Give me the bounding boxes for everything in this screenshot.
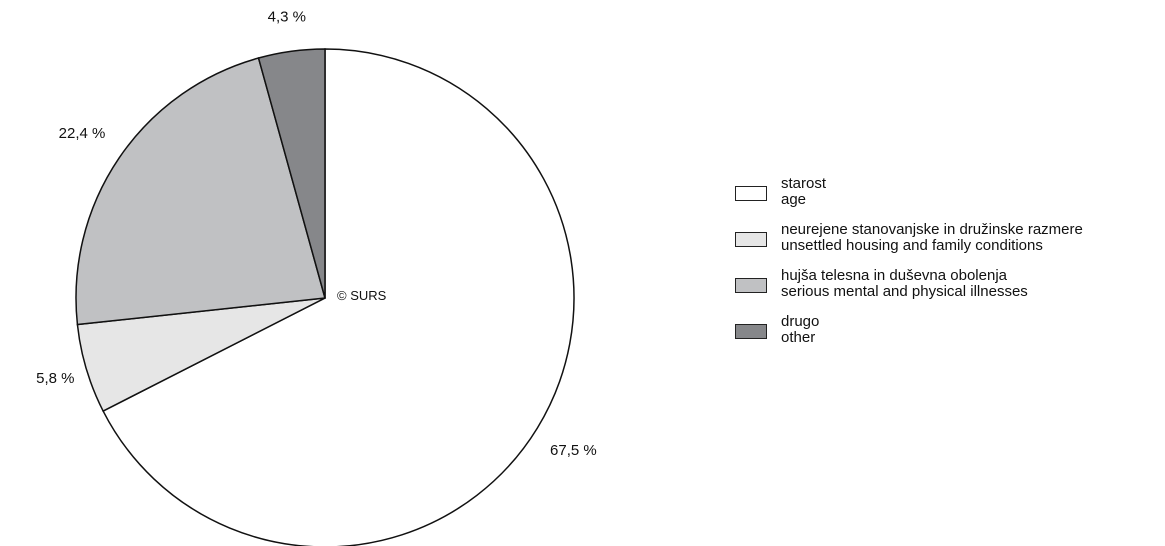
legend-item-illnesses: hujša telesna in duševna obolenja seriou…	[735, 268, 1155, 300]
legend-label-sl: drugo	[781, 313, 820, 330]
pie-slice-other	[257, 48, 326, 299]
legend-label-sl: starost	[781, 175, 827, 192]
chart-legend: starost age neurejene stanovanjske in dr…	[735, 176, 1155, 360]
legend-label-en: unsettled housing and family conditions	[781, 237, 1043, 254]
legend-item-other: drugo other	[735, 314, 1155, 346]
legend-swatch-age	[735, 186, 767, 201]
pie-slices	[75, 48, 575, 546]
slice-value-label-illnesses: 22,4 %	[59, 125, 106, 142]
legend-label-en: other	[781, 329, 816, 346]
legend-swatch-housing	[735, 232, 767, 247]
pie-chart: 67,5 % 5,8 % 22,4 % 4,3 % © SURS	[36, 9, 597, 546]
legend-item-housing: neurejene stanovanjske in družinske razm…	[735, 222, 1155, 254]
legend-item-age: starost age	[735, 176, 1155, 208]
slice-value-label-other: 4,3 %	[268, 9, 306, 26]
legend-label-en: age	[781, 191, 807, 208]
slice-value-label-age: 67,5 %	[550, 442, 597, 459]
pie-value-labels: 67,5 % 5,8 % 22,4 % 4,3 %	[36, 9, 597, 460]
pie-slice-age	[102, 48, 575, 546]
legend-label-sl: neurejene stanovanjske in družinske razm…	[781, 221, 1083, 238]
legend-swatch-illnesses	[735, 278, 767, 293]
legend-label-sl: hujša telesna in duševna obolenja	[781, 267, 1008, 284]
legend-swatch-other	[735, 324, 767, 339]
legend-label-en: serious mental and physical illnesses	[781, 283, 1028, 300]
slice-value-label-housing: 5,8 %	[36, 370, 74, 387]
pie-slice-illnesses	[75, 57, 326, 326]
copyright-annotation: © SURS	[337, 288, 387, 303]
